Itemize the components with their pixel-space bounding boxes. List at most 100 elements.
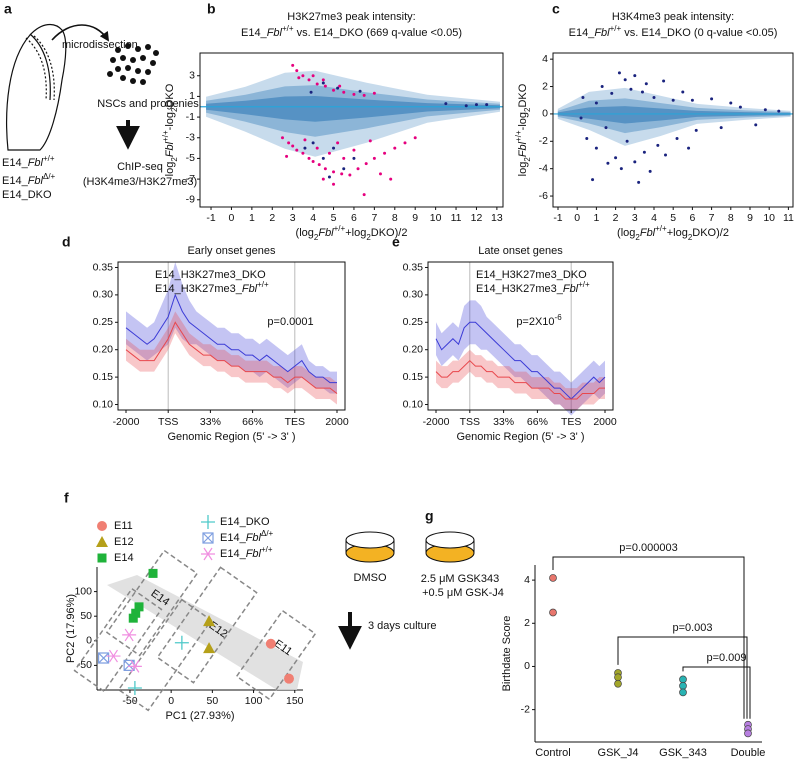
point [444,102,448,106]
panel-letter: e [392,234,400,250]
x-tick-label: 7 [709,212,715,224]
legend-label: E14_H3K27me3_Fbl+/+ [155,280,269,295]
diagram-label: (H3K4me3/H3K27me3) [83,176,197,188]
x-tick-label: 5 [331,212,337,224]
comparison-label: p=0.003 [672,622,712,634]
point [633,74,637,78]
diagram-label: NSCs and progenies [97,98,199,110]
point [332,170,336,174]
text-part: E14_H3K27me3_ [476,283,564,295]
point [594,146,598,150]
text-part: Fbl [594,27,610,39]
legend-label: E14_H3K27me3_DKO [476,269,587,281]
point [368,139,372,143]
text-part: -log [164,112,176,130]
x-tick-label: 4 [310,212,316,224]
y-tick-label: 0.20 [403,343,424,355]
point [581,95,585,99]
y-tick-label: -9 [186,194,195,206]
point [127,681,142,696]
point [600,85,604,89]
comparison-label: p=0.009 [706,652,746,664]
x-tick-label: 9 [747,212,753,224]
cell-dots [107,43,159,85]
y-tick-label: 100 [74,585,92,597]
line [435,321,606,400]
point [317,163,321,167]
text-part: DKO [164,83,176,107]
point [311,160,315,164]
point [729,101,733,105]
text-part: Fbl [318,227,334,239]
chart-subtitle: E14_Fbl+/+ vs. E14_DKO (0 q-value <0.05) [569,24,778,39]
point [301,151,305,155]
point [362,193,366,197]
point [106,649,121,663]
x-tick-label: 9 [412,212,418,224]
error-band [126,311,337,405]
x-tick-label: 8 [392,212,398,224]
point [291,63,295,67]
text-part: Fbl [246,548,262,560]
y-tick-label: 0.15 [93,371,114,383]
point [336,86,340,90]
point [675,137,679,141]
y-tick-label: 1 [189,90,195,102]
y-tick-label: -7 [186,173,195,185]
x-tick-label: 66% [242,416,263,428]
text-part: 2 [314,233,319,242]
point [610,91,614,95]
text-part: +log [345,227,366,239]
annotation: p=2X10-6 [516,313,562,328]
x-tick-label: -2000 [113,416,140,428]
dish [345,531,395,563]
point [679,682,687,690]
point [122,628,137,642]
y-tick-label: 0.15 [403,371,424,383]
text-part: 2 [170,107,179,112]
text-part: 2 [170,157,179,162]
point [640,90,644,94]
x-tick-label: 2000 [593,416,617,428]
point [625,139,629,143]
x-tick-label: 13 [491,212,503,224]
point [485,103,489,107]
x-tick-label: 100 [245,695,263,707]
density-cloud [557,106,791,124]
point [315,146,319,150]
text-part: DKO)/2 [692,227,729,239]
text-part: Fbl [28,175,44,187]
genotype-label: E14_DKO [2,189,52,201]
culture-label: 3 days culture [368,620,436,632]
point [291,144,295,148]
x-axis-label: Genomic Region (5' -> 3' ) [456,431,584,443]
point [754,123,758,127]
x-tick-label: 12 [471,212,483,224]
point [604,126,608,130]
point [321,156,325,160]
point [127,660,142,673]
point [474,103,478,107]
annotation: p=0.0001 [267,316,313,328]
point [591,178,595,182]
point [389,177,393,181]
x-tick-label: 6 [689,212,695,224]
point [342,167,346,171]
text-part: +/+ [257,280,269,289]
y-tick-label: -2 [521,703,530,715]
y-tick-label: -3 [186,132,195,144]
text-part: p=2X10 [516,316,554,328]
x-tick-label: 0 [574,212,580,224]
y-tick-label: 0.25 [403,316,424,328]
x-tick-label: 0 [168,695,174,707]
point [648,169,652,173]
point [336,141,340,145]
x-tick-label: 150 [286,695,304,707]
point [694,128,698,132]
error-band [126,262,337,394]
point [303,138,307,142]
point [321,177,325,181]
x-tick-label: 1 [249,212,255,224]
point [364,162,368,166]
